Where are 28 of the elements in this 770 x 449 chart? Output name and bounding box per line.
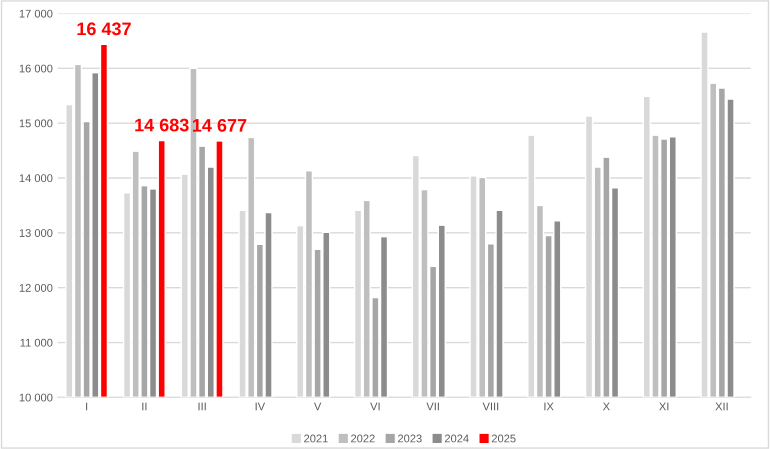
x-tick-label: IX <box>544 402 554 410</box>
y-tick-label: 12 000 <box>20 284 52 292</box>
x-tick-label: XI <box>659 402 668 410</box>
y-tick-label: 15 000 <box>20 119 52 128</box>
x-tick-label: III <box>198 402 206 410</box>
legend-label: 2023 <box>398 434 422 442</box>
x-tick-label: IV <box>256 402 266 410</box>
data-label: 14 677 <box>192 118 246 132</box>
x-tick-label: XII <box>715 402 728 410</box>
x-tick-label: VII <box>426 402 439 410</box>
data-label: 16 437 <box>77 22 131 36</box>
y-tick-label: 14 000 <box>20 174 52 182</box>
x-tick-label: I <box>86 402 88 410</box>
x-tick-label: VI <box>370 402 380 410</box>
x-tick-label: V <box>314 402 322 410</box>
x-tick-label: VIII <box>482 402 498 410</box>
data-label: 14 683 <box>135 118 189 132</box>
legend-label: 2022 <box>351 434 375 442</box>
legend-label: 2021 <box>304 434 328 442</box>
y-tick-label: 16 000 <box>20 64 52 72</box>
x-tick-label: X <box>602 402 610 410</box>
y-tick-label: 10 000 <box>20 394 52 402</box>
legend-label: 2025 <box>492 434 516 442</box>
y-tick-label: 17 000 <box>20 10 52 18</box>
y-tick-label: 13 000 <box>20 229 52 237</box>
legend-label: 2024 <box>444 434 469 442</box>
y-tick-label: 11 000 <box>20 338 52 347</box>
x-tick-label: II <box>142 402 146 410</box>
